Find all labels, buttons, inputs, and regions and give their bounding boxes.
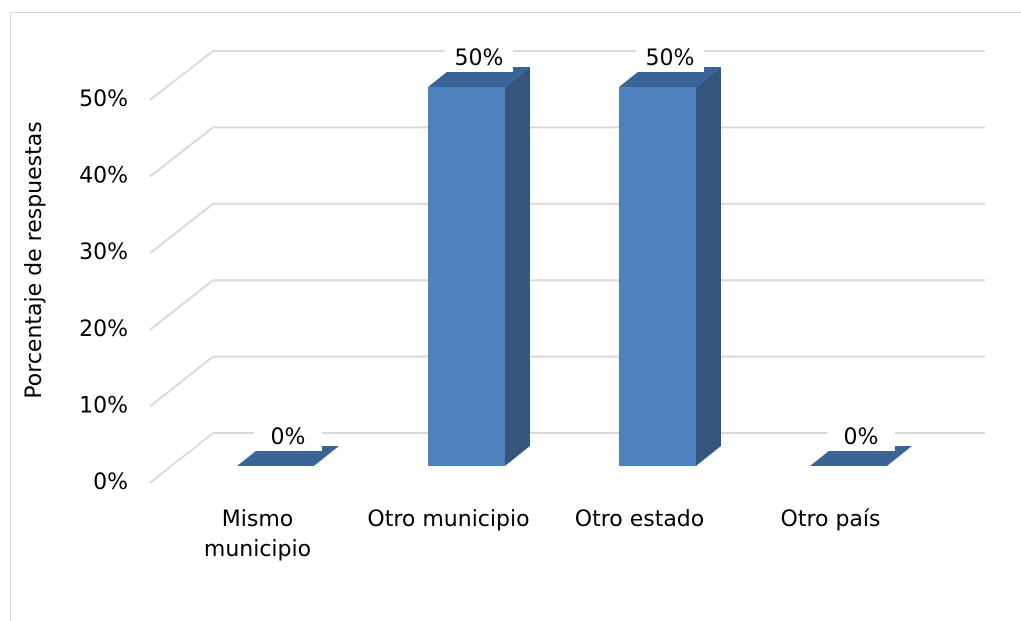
- y-tick-label: 0%: [93, 470, 128, 495]
- y-tick-label: 20%: [79, 317, 128, 342]
- grid-line-depth: [149, 432, 214, 484]
- y-tick-label: 10%: [79, 393, 128, 418]
- data-label-bg: [636, 44, 704, 72]
- grid-line-depth: [149, 279, 214, 331]
- y-tick-label: 40%: [79, 164, 128, 189]
- bar-side: [505, 67, 530, 466]
- data-label: 50%: [646, 46, 695, 71]
- y-tick-label: 50%: [79, 87, 128, 112]
- bar-front: [619, 87, 696, 466]
- grid-line-depth: [149, 355, 214, 408]
- bar-side: [696, 67, 721, 466]
- grid-line-depth: [149, 203, 214, 254]
- grid-line-depth: [149, 126, 214, 178]
- y-tick-label: 30%: [79, 240, 128, 265]
- x-tick-label: Otro municipio: [367, 507, 530, 532]
- data-label-bg: [445, 44, 513, 72]
- x-tick-label: Otro estado: [574, 507, 705, 532]
- data-label-bg: [827, 423, 895, 451]
- data-label: 0%: [844, 425, 879, 450]
- chart-border: [10, 12, 1021, 621]
- bar: [619, 67, 721, 466]
- data-label: 0%: [271, 425, 306, 450]
- data-label-bg: [254, 423, 322, 451]
- data-label: 50%: [455, 46, 504, 71]
- bar-front: [428, 87, 505, 466]
- x-tick-label: Mismo municipio: [203, 507, 312, 562]
- grid-line-depth: [149, 50, 214, 101]
- x-tick-label: Otro país: [780, 507, 881, 532]
- bar: [428, 67, 530, 466]
- y-axis-label: Porcentaje de respuestas: [22, 121, 47, 398]
